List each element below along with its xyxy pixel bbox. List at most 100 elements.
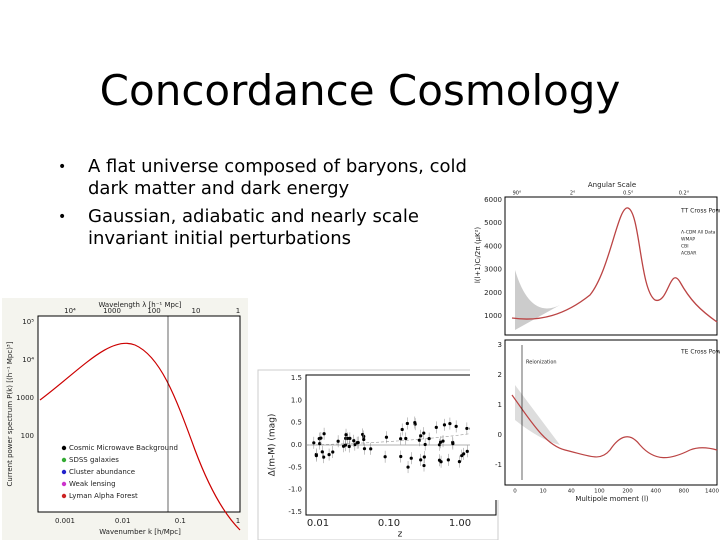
tick-label: 5000 [484, 219, 502, 227]
legend-label: ACBAR [681, 251, 696, 257]
point [336, 439, 340, 443]
annotation: Reionization [526, 360, 557, 366]
tick-label: 1000 [484, 312, 502, 320]
slide-title: Concordance Cosmology [99, 66, 621, 115]
tick-label: 0.5° [623, 191, 634, 197]
tick-label: 0.2° [679, 191, 690, 197]
legend-marker [61, 469, 67, 475]
tick-label: 1.0 [291, 396, 302, 404]
point [422, 463, 426, 468]
point [314, 454, 318, 458]
tick-label: 1000 [16, 394, 34, 402]
legend-marker [61, 493, 67, 499]
point [462, 452, 466, 456]
axis-label: l(l+1)Cₗ/2π (μK²) [474, 227, 482, 284]
legend-label: Weak lensing [69, 480, 116, 488]
tick-label: -0.5 [288, 463, 302, 471]
point [353, 443, 357, 447]
tick-label: 0.5 [291, 419, 302, 427]
point [454, 424, 458, 428]
tick-label: 40 [568, 489, 575, 495]
legend-label: CBI [681, 244, 689, 250]
point [413, 420, 417, 425]
point [399, 437, 403, 441]
point [319, 436, 323, 440]
point [465, 426, 469, 431]
point [438, 440, 443, 444]
point [419, 458, 423, 462]
axis-label: Multipole moment (l) [575, 495, 649, 503]
plot-frame [504, 339, 718, 486]
point [346, 436, 350, 441]
legend-label: WMAP [681, 237, 695, 243]
tick-label: 10⁴ [22, 356, 34, 364]
legend-label: Λ-CDM All Data [681, 230, 716, 236]
point [322, 432, 326, 436]
point [320, 450, 324, 454]
curve [511, 207, 718, 323]
point [322, 455, 326, 459]
point [442, 423, 447, 427]
point [423, 442, 427, 447]
tick-label: -1.5 [288, 508, 302, 516]
tick-label: 1 [236, 517, 240, 525]
tick-label: 100 [147, 307, 160, 315]
tick-label: 2000 [484, 289, 502, 297]
tick-label: 100 [594, 489, 605, 495]
point [441, 439, 445, 443]
point [419, 434, 423, 438]
point [446, 458, 450, 462]
point [384, 435, 389, 439]
tick-label: 6000 [484, 196, 502, 204]
tick-label: 10⁵ [22, 318, 34, 326]
point [362, 437, 366, 442]
axis-label: Wavenumber k [h/Mpc] [99, 528, 181, 536]
point [451, 442, 455, 446]
axis-label: Δ(m-M) (mag) [268, 414, 278, 477]
tick-label: 0.10 [378, 518, 400, 529]
point [369, 447, 373, 451]
point [312, 441, 316, 445]
legend-marker [61, 457, 67, 463]
curve [511, 394, 718, 459]
point [383, 455, 387, 459]
bullet: Gaussian, adiabatic and nearly scale inv… [58, 206, 478, 250]
tick-label: 400 [650, 489, 661, 495]
point [457, 460, 462, 464]
legend-title: TT Cross Power Spectrum [680, 208, 720, 215]
axis-label: Current power spectrum P(k) [(h⁻¹ Mpc)³] [6, 341, 14, 486]
scatter-points [312, 416, 488, 474]
point [427, 436, 431, 441]
tick-label: 200 [622, 489, 633, 495]
point [422, 455, 426, 459]
tick-label: 3000 [484, 266, 502, 274]
tick-label: 1.00 [449, 518, 471, 529]
point [327, 453, 331, 457]
tick-label: 0.01 [115, 517, 131, 525]
point [448, 421, 452, 426]
point [362, 447, 367, 451]
tick-label: -1.0 [288, 486, 302, 494]
variance-band [515, 270, 560, 330]
tick-label: 1.5 [291, 374, 302, 382]
point [347, 444, 351, 449]
tick-label: 100 [21, 432, 34, 440]
point [356, 440, 360, 445]
point [399, 454, 403, 459]
tick-label: 10 [192, 307, 201, 315]
tick-label: 1000 [103, 307, 121, 315]
point [405, 421, 409, 426]
legend-label: Lyman Alpha Forest [69, 492, 138, 500]
tick-label: 0.0 [291, 441, 302, 449]
axis-label: Angular Scale [588, 181, 636, 189]
tick-label: 0 [513, 489, 517, 495]
point [404, 436, 408, 441]
panel-title: TE Cross Power Spectrum [680, 349, 720, 356]
tick-label: 1 [236, 307, 240, 315]
point [400, 427, 404, 432]
bullet-list: A flat universe composed of baryons, col… [58, 156, 478, 256]
tick-label: 0.1 [175, 517, 186, 525]
legend-marker [61, 445, 67, 451]
point [437, 443, 442, 447]
point [318, 442, 322, 446]
